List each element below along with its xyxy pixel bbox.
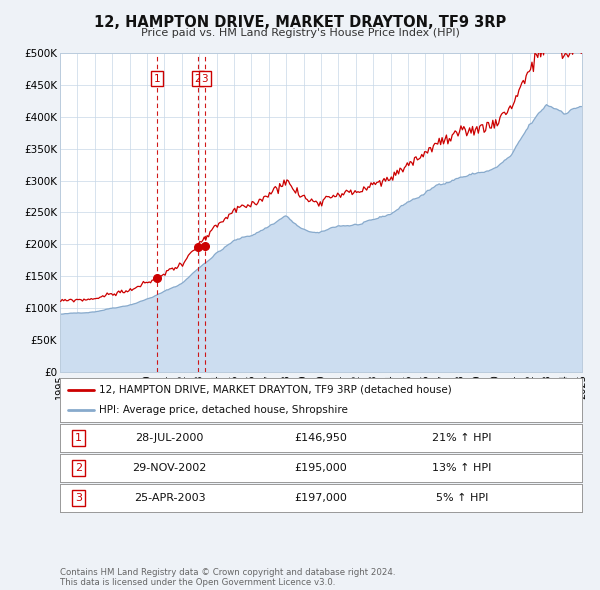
Text: HPI: Average price, detached house, Shropshire: HPI: Average price, detached house, Shro… <box>99 405 348 415</box>
Text: £146,950: £146,950 <box>295 433 347 442</box>
Text: 13% ↑ HPI: 13% ↑ HPI <box>432 463 491 473</box>
Text: 1: 1 <box>154 74 160 84</box>
Text: Price paid vs. HM Land Registry's House Price Index (HPI): Price paid vs. HM Land Registry's House … <box>140 28 460 38</box>
Text: £195,000: £195,000 <box>295 463 347 473</box>
Text: 28-JUL-2000: 28-JUL-2000 <box>136 433 204 442</box>
Text: 12, HAMPTON DRIVE, MARKET DRAYTON, TF9 3RP: 12, HAMPTON DRIVE, MARKET DRAYTON, TF9 3… <box>94 15 506 30</box>
Text: 25-APR-2003: 25-APR-2003 <box>134 493 205 503</box>
Text: 3: 3 <box>75 493 82 503</box>
Text: 5% ↑ HPI: 5% ↑ HPI <box>436 493 488 503</box>
Text: 3: 3 <box>202 74 208 84</box>
Text: £197,000: £197,000 <box>295 493 347 503</box>
Text: 1: 1 <box>75 433 82 442</box>
Text: 2: 2 <box>194 74 201 84</box>
Text: 29-NOV-2002: 29-NOV-2002 <box>133 463 207 473</box>
Text: Contains HM Land Registry data © Crown copyright and database right 2024.
This d: Contains HM Land Registry data © Crown c… <box>60 568 395 587</box>
Text: 12, HAMPTON DRIVE, MARKET DRAYTON, TF9 3RP (detached house): 12, HAMPTON DRIVE, MARKET DRAYTON, TF9 3… <box>99 385 452 395</box>
Text: 21% ↑ HPI: 21% ↑ HPI <box>432 433 491 442</box>
Text: 2: 2 <box>75 463 82 473</box>
